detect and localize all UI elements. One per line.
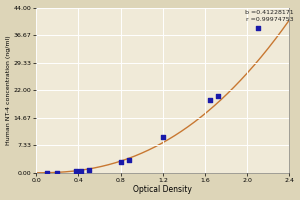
Point [255, 27, 260, 30]
Point [74, 170, 79, 173]
Point [160, 136, 165, 139]
Point [127, 158, 131, 161]
Point [55, 171, 60, 174]
Point [215, 94, 220, 97]
Point [118, 161, 123, 164]
Text: b =0.41228171
r =0.99974753: b =0.41228171 r =0.99974753 [245, 10, 294, 22]
Point [208, 98, 213, 101]
Point [87, 168, 92, 171]
Point [78, 169, 83, 172]
X-axis label: Optical Density: Optical Density [134, 185, 192, 194]
Point [44, 171, 49, 174]
Y-axis label: Human NT-4 concentration (ng/ml): Human NT-4 concentration (ng/ml) [6, 35, 10, 145]
